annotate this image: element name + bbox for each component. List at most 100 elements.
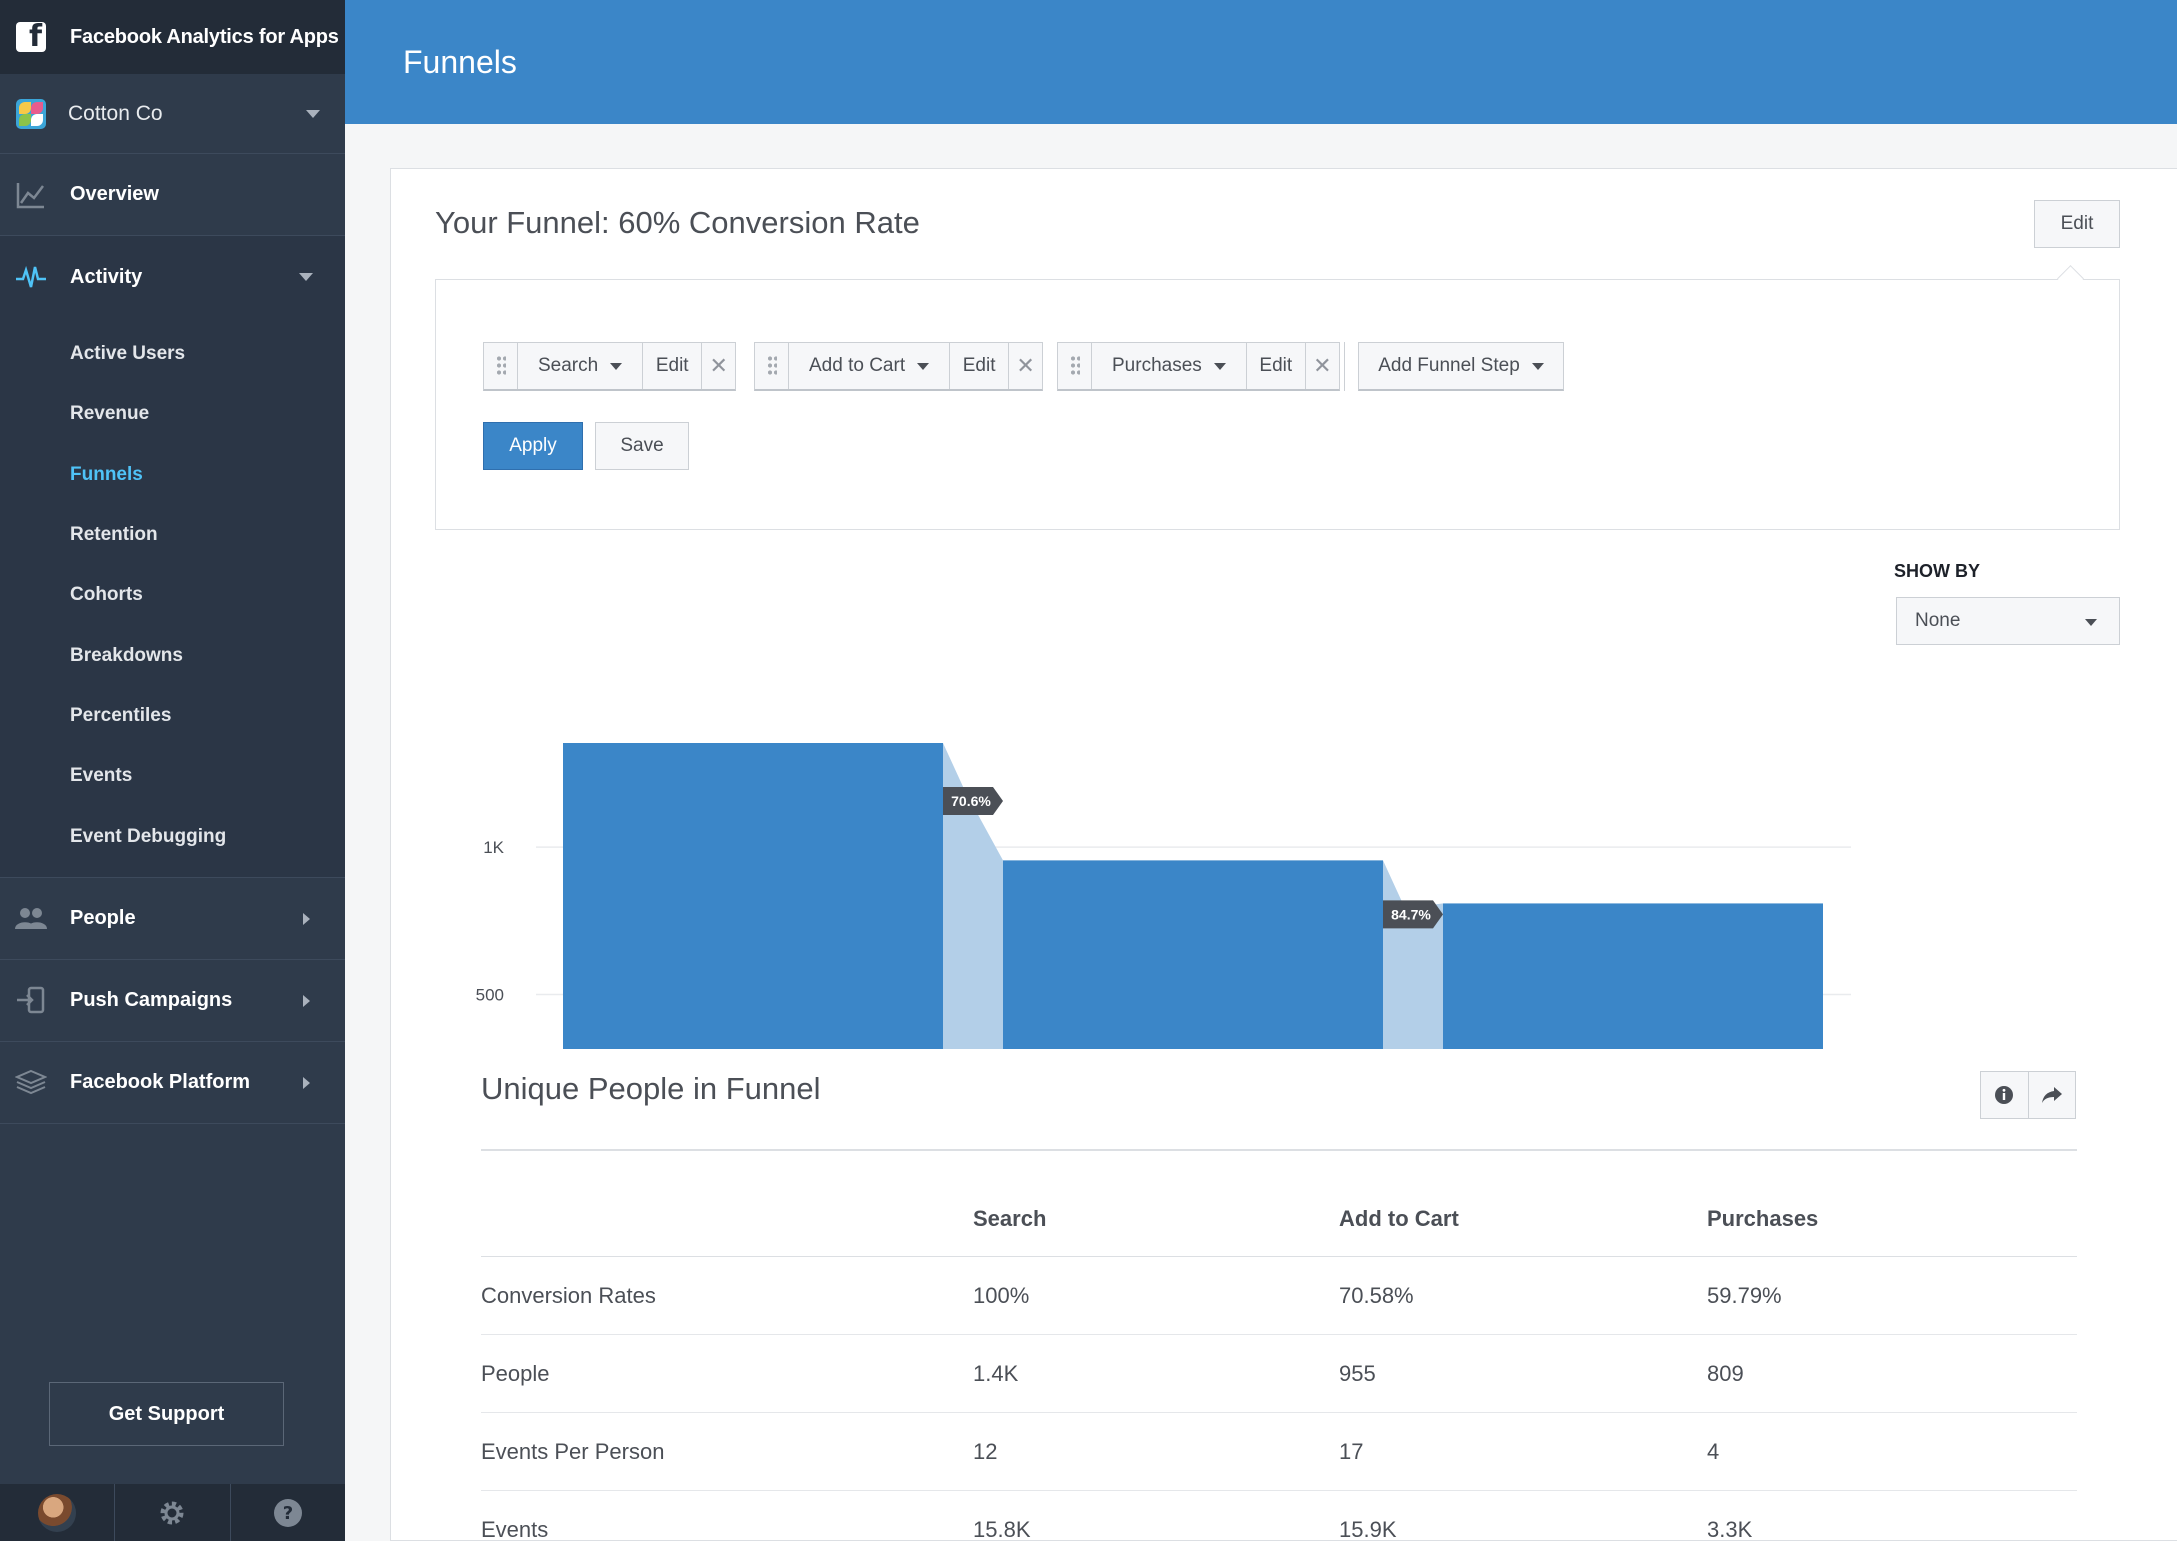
apply-button[interactable]: Apply xyxy=(483,422,583,470)
funnel-steps-panel: Search Edit ✕ Add to Cart Edit ✕ Purchas… xyxy=(435,279,2120,530)
step-select-purchases[interactable]: Purchases xyxy=(1092,343,1247,389)
sidebar-item-label: Activity xyxy=(70,265,143,288)
funnel-chart: 05001K1 - Search2 - Add to Cart3 - Purch… xyxy=(476,743,1851,1049)
step-remove-button[interactable]: ✕ xyxy=(1313,353,1332,378)
table-header-row: Search Add to Cart Purchases xyxy=(481,1181,2077,1257)
column-header: Add to Cart xyxy=(1339,1205,1459,1231)
step-select-add-to-cart[interactable]: Add to Cart xyxy=(789,343,951,389)
table-cell: 3.3K xyxy=(1707,1516,1753,1541)
table-title: Unique People in Funnel xyxy=(481,1071,821,1106)
info-button[interactable] xyxy=(1981,1072,2029,1118)
table-cell: 955 xyxy=(1339,1360,1376,1386)
chevron-right-icon xyxy=(303,1076,310,1089)
drag-handle[interactable] xyxy=(1058,343,1092,389)
sidebar-item-facebook-platform[interactable]: Facebook Platform xyxy=(0,1042,345,1124)
info-icon xyxy=(1995,1086,2014,1104)
step-select-search[interactable]: Search xyxy=(518,343,644,389)
table-row: Events 15.8K 15.9K 3.3K xyxy=(481,1491,2077,1541)
drag-handle[interactable] xyxy=(484,343,518,389)
table-row: Conversion Rates 100% 70.58% 59.79% xyxy=(481,1257,2077,1335)
activity-pulse-icon xyxy=(14,260,48,294)
chevron-right-icon xyxy=(303,912,310,925)
sidebar-item-revenue[interactable]: Revenue xyxy=(70,403,150,425)
sidebar-item-percentiles[interactable]: Percentiles xyxy=(70,704,172,726)
share-button[interactable] xyxy=(2029,1072,2076,1118)
sidebar-item-event-debugging[interactable]: Event Debugging xyxy=(70,825,227,847)
sidebar-item-retention[interactable]: Retention xyxy=(70,524,158,546)
table-cell: 59.79% xyxy=(1707,1282,1782,1308)
profile-button[interactable] xyxy=(0,1484,116,1541)
caret-down-icon xyxy=(917,362,930,370)
app-selector[interactable]: Cotton Co xyxy=(0,74,345,154)
sidebar-item-events[interactable]: Events xyxy=(70,765,133,787)
activity-submenu: Active Users Revenue Funnels Retention C… xyxy=(0,318,345,878)
sidebar-footer: ? xyxy=(0,1484,345,1541)
table-cell: Conversion Rates xyxy=(481,1282,656,1308)
sidebar-brand[interactable]: f Facebook Analytics for Apps xyxy=(0,0,345,74)
y-tick-label: 500 xyxy=(476,986,504,1005)
funnel-title: Your Funnel: 60% Conversion Rate xyxy=(435,205,920,240)
brand-title: Facebook Analytics for Apps xyxy=(70,25,339,48)
help-button[interactable]: ? xyxy=(231,1484,345,1541)
facebook-logo-icon: f xyxy=(16,22,46,52)
sidebar: f Facebook Analytics for Apps Cotton Co … xyxy=(0,0,345,1541)
sidebar-item-label: Facebook Platform xyxy=(70,1070,251,1093)
chart-line-icon xyxy=(14,178,48,212)
chevron-down-icon xyxy=(306,110,320,118)
get-support-button[interactable]: Get Support xyxy=(49,1382,284,1446)
y-tick-label: 1K xyxy=(483,838,504,857)
step-name: Search xyxy=(538,355,599,376)
avatar xyxy=(38,1493,77,1532)
sidebar-item-overview[interactable]: Overview xyxy=(0,154,345,236)
chevron-right-icon xyxy=(303,994,310,1007)
step-edit-button[interactable]: Edit xyxy=(643,343,703,389)
chevron-down-icon xyxy=(299,273,313,281)
show-by-label: SHOW BY xyxy=(1894,561,1981,581)
app-icon xyxy=(16,98,46,129)
edit-funnel-button[interactable]: Edit xyxy=(2034,200,2120,248)
share-arrow-icon xyxy=(2041,1087,2062,1103)
add-funnel-step-button[interactable]: Add Funnel Step xyxy=(1358,342,1564,391)
funnel-step-add-to-cart: Add to Cart Edit ✕ xyxy=(754,342,1044,391)
step-edit-button[interactable]: Edit xyxy=(1247,343,1306,389)
funnel-step-purchases: Purchases Edit ✕ xyxy=(1057,342,1340,391)
sidebar-item-people[interactable]: People xyxy=(0,878,345,960)
settings-button[interactable] xyxy=(115,1484,231,1541)
layers-icon xyxy=(14,1065,48,1099)
conversion-tag xyxy=(943,787,1003,815)
step-name: Add to Cart xyxy=(809,355,906,376)
dropoff-area xyxy=(943,743,1003,1049)
divider xyxy=(1344,342,1345,391)
table-cell: People xyxy=(481,1360,550,1386)
sidebar-item-activity[interactable]: Activity xyxy=(0,236,345,318)
show-by-select[interactable]: None xyxy=(1896,597,2120,645)
funnel-step-search: Search Edit ✕ xyxy=(483,342,737,391)
table-cell: Events Per Person xyxy=(481,1438,665,1464)
sidebar-item-label: People xyxy=(70,906,136,929)
table-cell: 4 xyxy=(1707,1438,1720,1464)
table-cell: 100% xyxy=(973,1282,1030,1308)
sidebar-item-cohorts[interactable]: Cohorts xyxy=(70,584,143,606)
step-edit-button[interactable]: Edit xyxy=(950,343,1010,389)
sidebar-item-label: Overview xyxy=(70,183,159,205)
sidebar-item-push-campaigns[interactable]: Push Campaigns xyxy=(0,960,345,1042)
dropoff-area xyxy=(1383,860,1443,1049)
table-cell: 809 xyxy=(1707,1360,1744,1386)
app-name: Cotton Co xyxy=(68,101,163,125)
sidebar-item-active-users[interactable]: Active Users xyxy=(70,343,186,365)
sidebar-item-breakdowns[interactable]: Breakdowns xyxy=(70,644,183,666)
funnel-bar xyxy=(563,743,943,1049)
drag-handle-icon xyxy=(1069,355,1080,377)
svg-text:?: ? xyxy=(283,1503,293,1524)
step-remove-button[interactable]: ✕ xyxy=(1016,353,1035,378)
table-divider xyxy=(481,1149,2077,1151)
gear-icon xyxy=(160,1501,184,1524)
save-button[interactable]: Save xyxy=(595,422,689,470)
step-remove-button[interactable]: ✕ xyxy=(709,353,728,378)
push-campaign-icon xyxy=(14,983,48,1017)
drag-handle[interactable] xyxy=(755,343,789,389)
table-row: People 1.4K 955 809 xyxy=(481,1335,2077,1413)
table-cell: 12 xyxy=(973,1438,998,1464)
sidebar-item-funnels[interactable]: Funnels xyxy=(70,463,143,485)
table-cell: 17 xyxy=(1339,1438,1364,1464)
